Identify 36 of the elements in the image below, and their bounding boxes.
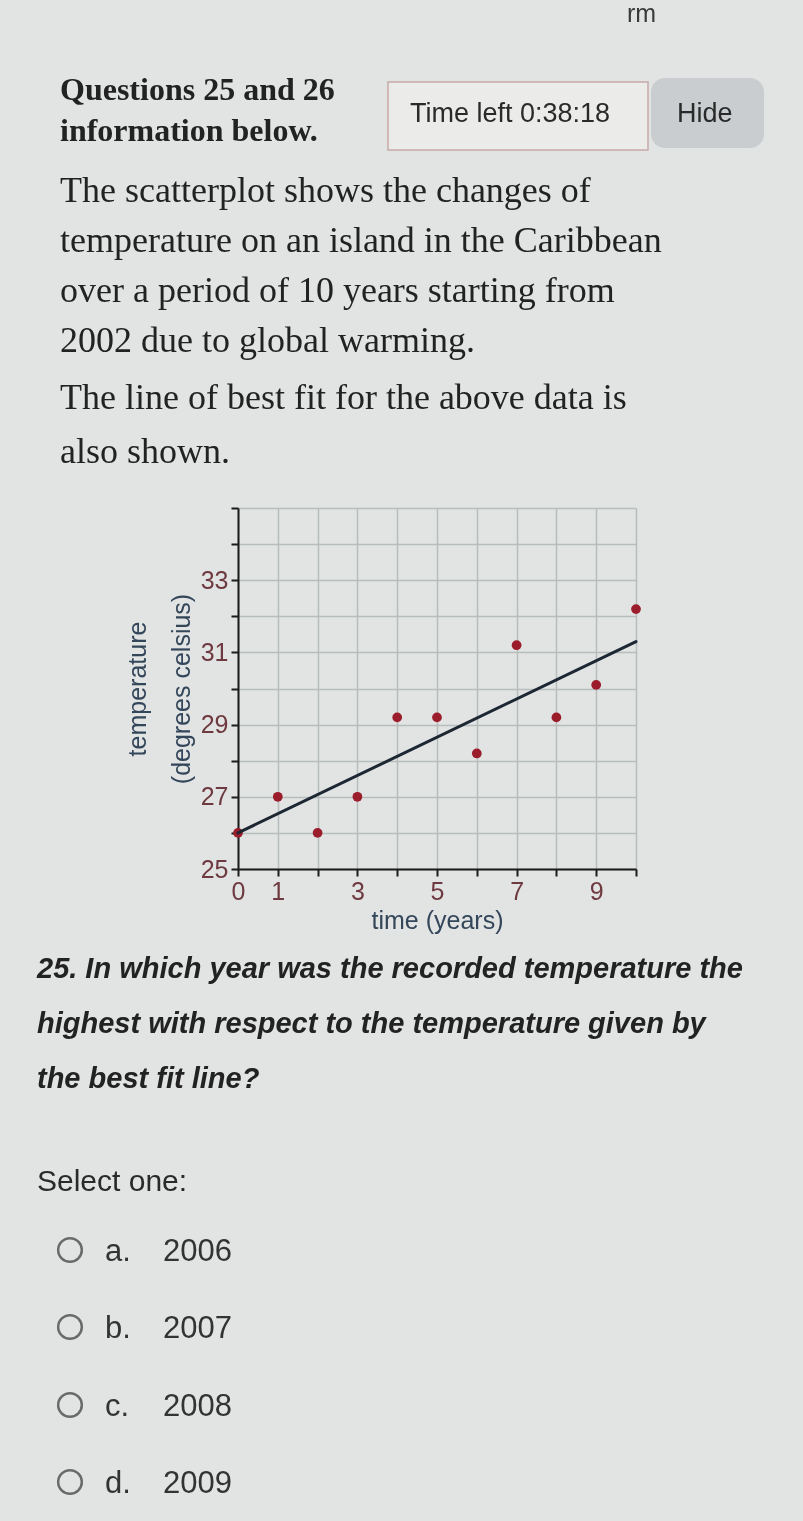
x-tick-label: 5 — [430, 876, 445, 905]
text: information below. — [60, 112, 318, 148]
point — [591, 680, 602, 690]
text: c. 2008 — [105, 1388, 232, 1423]
point — [511, 640, 522, 651]
y-tick-label: 33 — [200, 565, 229, 594]
y-tick-label: 25 — [200, 854, 229, 883]
text: d. 2009 — [105, 1465, 232, 1500]
text: The scatterplot shows the changes of temperature on an island in the Caribbean over a period of 10 years starting from 2002 due to global warming. — [60, 170, 662, 360]
point — [352, 791, 363, 802]
text: Time left 0:38:18 — [410, 98, 611, 128]
point — [432, 712, 442, 723]
text: Questions 25 and 26 — [60, 71, 335, 107]
text: 25. In which year was the recorded temperature the highest with respect to the temperature given by the best fit line? — [36, 952, 743, 1094]
text: The line of best fit for the above data is also shown. — [60, 377, 627, 471]
y-tick-label: 27 — [200, 782, 229, 811]
point — [551, 712, 562, 723]
y-tick-label: 29 — [200, 710, 229, 739]
y-tick-label: 31 — [200, 637, 229, 666]
point — [471, 748, 482, 759]
text: b. 2007 — [105, 1310, 232, 1345]
x-tick-label: 3 — [350, 876, 365, 905]
x-tick-label: 7 — [510, 876, 525, 905]
point — [272, 791, 283, 802]
x-axis-title: time (years) — [371, 905, 504, 934]
point — [312, 828, 323, 838]
x-tick-label: 0 — [231, 876, 246, 905]
x-tick-label: 1 — [271, 876, 286, 905]
text: Select one: — [37, 1164, 188, 1197]
point — [392, 712, 403, 723]
point — [631, 604, 641, 614]
text: Hide — [677, 98, 733, 128]
y-axis-title: temperature (degrees celsius) — [122, 593, 195, 785]
text: rm — [627, 0, 657, 27]
x-tick-label: 9 — [589, 876, 604, 905]
text: a. 2006 — [105, 1233, 232, 1268]
